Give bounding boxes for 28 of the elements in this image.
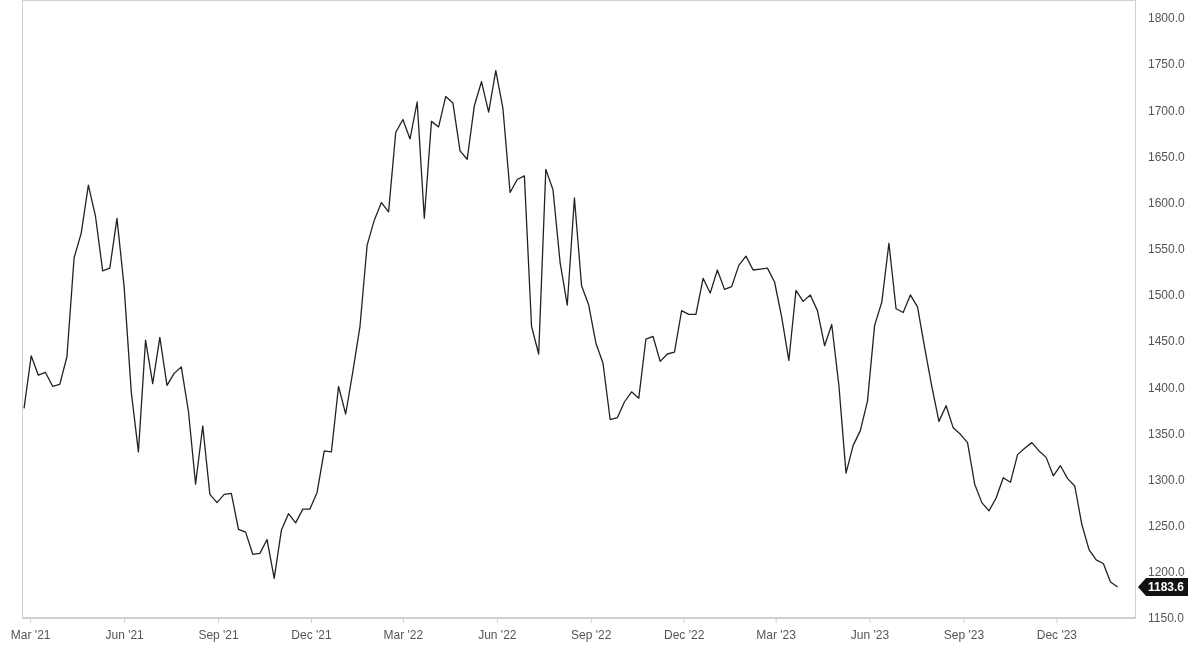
x-tick-label: Jun '22: [478, 628, 517, 643]
y-tick-label: 1650.0: [1148, 149, 1186, 164]
y-tick-label: 1200.0: [1148, 565, 1186, 580]
x-tick-label: Jun '23: [850, 628, 890, 643]
y-tick-label: 1750.0: [1148, 57, 1186, 72]
x-tick-label: Sep '22: [571, 628, 612, 643]
y-tick-label: 1250.0: [1148, 519, 1186, 534]
y-tick-label: 1450.0: [1148, 334, 1186, 349]
x-tick-label: Sep '23: [943, 628, 985, 643]
x-tick-label: Sep '21: [198, 628, 240, 643]
y-tick-label: 1700.0: [1148, 103, 1186, 118]
x-tick-label: Dec '21: [291, 628, 332, 643]
x-tick-label: Mar '22: [383, 628, 424, 643]
x-tick-label: Dec '23: [1036, 628, 1078, 643]
x-tick-label: Dec '22: [664, 628, 705, 643]
x-tick-label: Mar '21: [10, 628, 51, 643]
y-tick-label: 1800.0: [1148, 11, 1186, 26]
y-tick-label: 1500.0: [1148, 288, 1186, 303]
y-tick-label: 1300.0: [1148, 472, 1186, 487]
y-tick-label: 1400.0: [1148, 380, 1186, 395]
y-tick-label: 1150.0: [1148, 611, 1185, 626]
y-tick-label: 1600.0: [1148, 195, 1186, 210]
x-tick-label: Mar '23: [756, 628, 797, 643]
y-tick-label: 1550.0: [1148, 242, 1186, 257]
text: 1183.6: [1148, 580, 1185, 595]
line-series: [23, 69, 1119, 588]
y-tick-label: 1350.0: [1148, 426, 1186, 441]
x-tick-label: Jun '21: [105, 628, 145, 643]
